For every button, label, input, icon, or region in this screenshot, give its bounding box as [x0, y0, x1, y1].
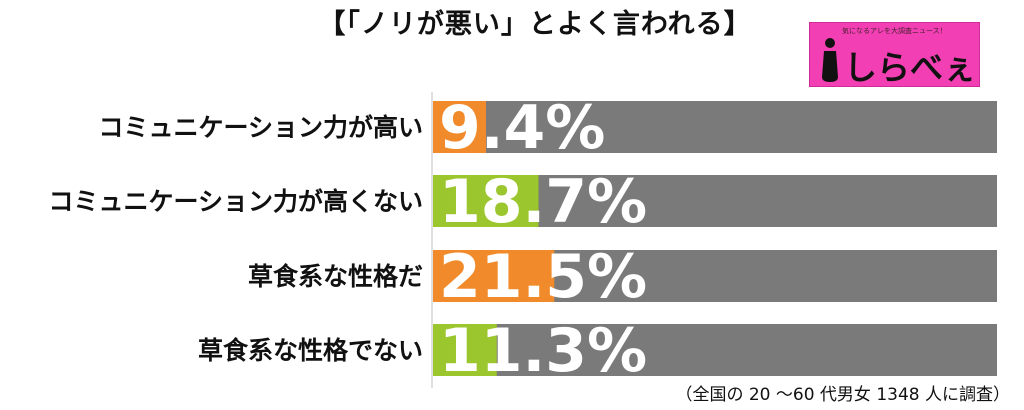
logo-name: しらべぇ: [844, 48, 976, 87]
category-label: 草食系な性格だ: [248, 262, 423, 291]
shirabe-logo: 気になるアレを大調査ニュース！ しらべぇ: [809, 22, 980, 87]
value-label: 21.5%: [439, 242, 647, 312]
bar: [433, 250, 555, 302]
survey-footnote: （全国の 20 〜60 代男女 1348 人に調査）: [675, 385, 1010, 405]
value-label: 18.7%: [439, 167, 647, 237]
bar: [433, 324, 497, 376]
chart-title: 【「ノリが悪い」とよく言われる】: [318, 9, 752, 40]
bar: [433, 101, 487, 153]
category-label: 草食系な性格でない: [198, 336, 423, 365]
bar-track: [433, 101, 997, 153]
category-label: コミュニケーション力が高くない: [48, 187, 423, 216]
value-label: 9.4%: [439, 93, 605, 163]
logo-tagline: 気になるアレを大調査ニュース！: [842, 27, 947, 35]
i-logo-icon: [822, 38, 838, 82]
category-label: コミュニケーション力が高い: [98, 113, 423, 142]
bar-track: [433, 324, 997, 376]
value-label: 11.3%: [439, 316, 647, 386]
bar: [433, 175, 539, 227]
